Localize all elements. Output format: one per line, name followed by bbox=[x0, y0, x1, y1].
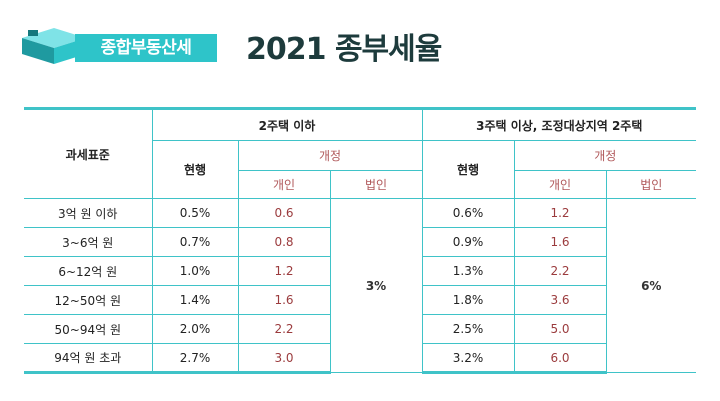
g1-corporate-header: 법인 bbox=[329, 170, 423, 199]
g2-current-cell: 1.3% bbox=[421, 256, 515, 286]
g2-current-cell: 3.2% bbox=[421, 343, 515, 374]
bracket-cell: 94억 원 초과 bbox=[24, 343, 153, 374]
g1-current-cell: 0.5% bbox=[151, 198, 239, 228]
table-row: 50~94억 원 2.0% 2.2 2.5% 5.0 bbox=[24, 314, 696, 344]
g2-individual-cell: 5.0 bbox=[513, 314, 606, 344]
g2-current-cell: 0.6% bbox=[421, 198, 515, 228]
bracket-cell: 50~94억 원 bbox=[24, 314, 153, 344]
g1-revision-header: 개정 bbox=[237, 140, 423, 171]
group2-header: 3주택 이상, 조정대상지역 2주택 bbox=[421, 107, 696, 141]
bracket-cell: 12~50억 원 bbox=[24, 285, 153, 315]
g2-current-cell: 1.8% bbox=[421, 285, 515, 315]
g1-individual-cell: 1.6 bbox=[237, 285, 331, 315]
g2-current-cell: 2.5% bbox=[421, 314, 515, 344]
row-header: 과세표준 bbox=[24, 107, 153, 199]
g1-current-cell: 1.0% bbox=[151, 256, 239, 286]
g2-individual-cell: 3.6 bbox=[513, 285, 606, 315]
bracket-cell: 3~6억 원 bbox=[24, 227, 153, 257]
badge: 종합부동산세 bbox=[20, 26, 220, 70]
g2-individual-cell: 1.2 bbox=[513, 198, 607, 228]
g2-corporate-header: 법인 bbox=[605, 170, 696, 199]
g1-current-cell: 2.7% bbox=[151, 343, 239, 374]
g2-corporate-cell: 6% bbox=[605, 198, 696, 373]
g2-revision-header: 개정 bbox=[513, 140, 696, 171]
tax-rate-table: 과세표준 2주택 이하 3주택 이상, 조정대상지역 2주택 현행 개정 현행 … bbox=[24, 107, 696, 374]
table-row: 94억 원 초과 2.7% 3.0 3.2% 6.0 bbox=[24, 343, 696, 374]
g1-individual-cell: 0.6 bbox=[237, 198, 331, 228]
bracket-cell: 3억 원 이하 bbox=[24, 198, 153, 228]
badge-label: 종합부동산세 bbox=[75, 34, 217, 62]
page-title: 2021 종부세율 bbox=[246, 32, 442, 67]
g1-individual-cell: 0.8 bbox=[237, 227, 331, 257]
table-row: 12~50억 원 1.4% 1.6 1.8% 3.6 bbox=[24, 285, 696, 315]
g2-individual-header: 개인 bbox=[513, 170, 607, 199]
g2-current-header: 현행 bbox=[421, 140, 515, 199]
g2-current-cell: 0.9% bbox=[421, 227, 515, 257]
g1-individual-cell: 3.0 bbox=[237, 343, 331, 374]
table-row: 3~6억 원 0.7% 0.8 0.9% 1.6 bbox=[24, 227, 696, 257]
bracket-cell: 6~12억 원 bbox=[24, 256, 153, 286]
g2-individual-cell: 6.0 bbox=[513, 343, 606, 374]
table-row: 3억 원 이하 0.5% 0.6 3% 0.6% 1.2 6% bbox=[24, 198, 696, 373]
g1-current-header: 현행 bbox=[152, 140, 239, 199]
g1-current-cell: 2.0% bbox=[151, 314, 239, 344]
g2-individual-cell: 1.6 bbox=[513, 227, 606, 257]
g1-individual-cell: 1.2 bbox=[237, 256, 331, 286]
table-row: 6~12억 원 1.0% 1.2 1.3% 2.2 bbox=[24, 256, 696, 286]
g1-individual-cell: 2.2 bbox=[237, 314, 331, 344]
g1-current-cell: 0.7% bbox=[151, 227, 239, 257]
g1-current-cell: 1.4% bbox=[151, 285, 239, 315]
group1-header: 2주택 이하 bbox=[151, 107, 423, 141]
g1-corporate-cell: 3% bbox=[329, 198, 423, 373]
g2-individual-cell: 2.2 bbox=[513, 256, 606, 286]
g1-individual-header: 개인 bbox=[238, 170, 331, 199]
